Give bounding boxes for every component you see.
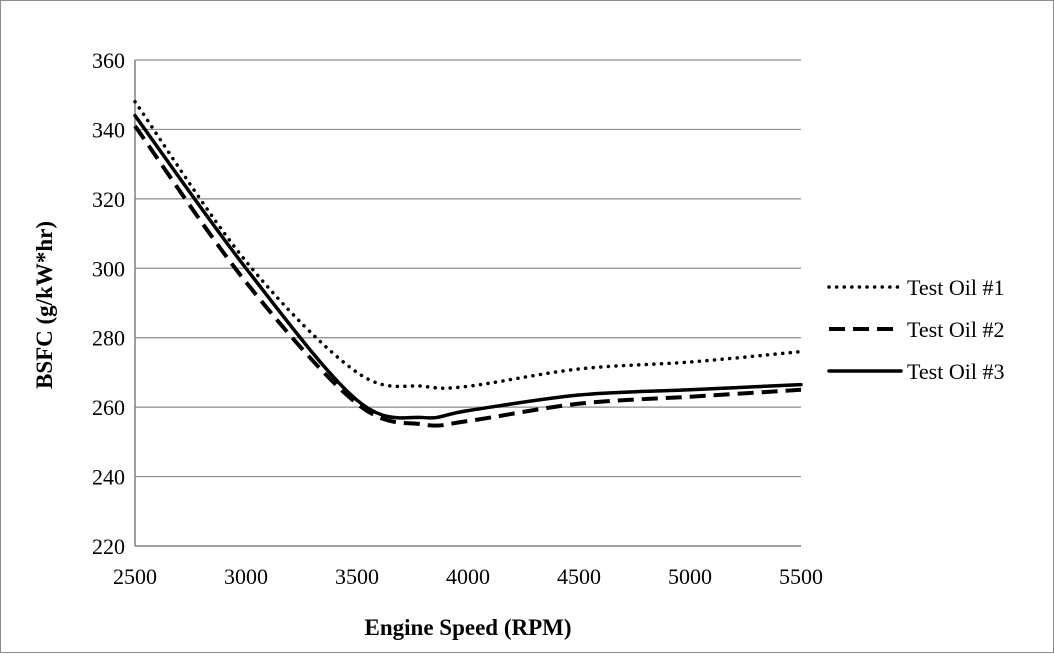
axes <box>134 60 801 547</box>
x-tick-label: 3000 <box>224 564 268 589</box>
x-tick-label: 2500 <box>113 564 157 589</box>
y-tick-label: 320 <box>92 187 125 212</box>
y-tick-label: 240 <box>92 465 125 490</box>
legend-label-3: Test Oil #3 <box>907 359 1004 384</box>
x-tick-label: 4500 <box>557 564 601 589</box>
y-tick-label: 260 <box>92 395 125 420</box>
series-line-1 <box>133 99 803 391</box>
y-tick-label: 220 <box>92 534 125 559</box>
y-axis-title: BSFC (g/kW*hr) <box>32 221 57 389</box>
legend-label-2: Test Oil #2 <box>907 317 1004 342</box>
y-tick-label: 340 <box>92 117 125 142</box>
tick-labels: 220 240 260 280 300 320 340 360 2500 3000 3500 4000… <box>92 48 823 589</box>
legend: Test Oil #1 Test Oil #2 Test Oil #3 <box>827 275 1004 384</box>
y-tick-label: 360 <box>92 48 125 73</box>
y-tick-label: 280 <box>92 326 125 351</box>
series-line-2 <box>133 124 802 428</box>
legend-label-1: Test Oil #1 <box>907 275 1004 300</box>
x-tick-label: 3500 <box>335 564 379 589</box>
x-axis-title: Engine Speed (RPM) <box>365 615 572 640</box>
x-tick-label: 5500 <box>779 564 823 589</box>
series-lines <box>133 99 803 428</box>
x-tick-label: 5000 <box>668 564 712 589</box>
y-tick-label: 300 <box>92 256 125 281</box>
series-line-3 <box>133 113 803 420</box>
x-tick-label: 4000 <box>446 564 490 589</box>
